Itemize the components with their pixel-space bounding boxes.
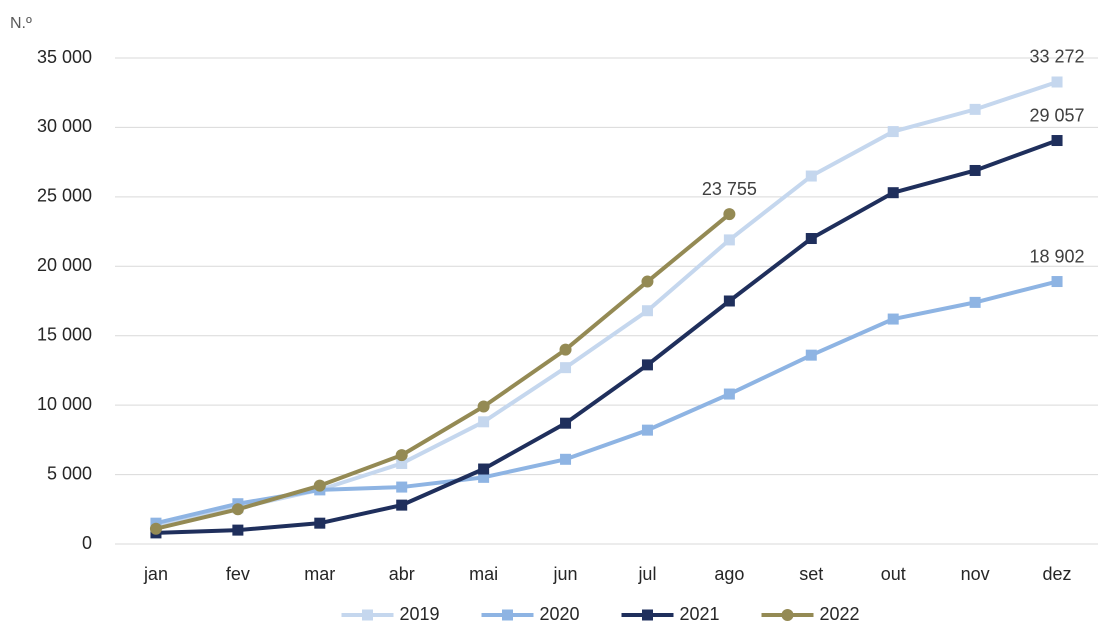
data-label: 33 272 [1030, 47, 1085, 67]
point [1051, 276, 1063, 288]
point [641, 424, 653, 436]
point [805, 349, 817, 361]
point [887, 313, 899, 325]
point [232, 524, 244, 536]
legend-label: 2019 [400, 604, 440, 624]
legend-label: 2021 [680, 604, 720, 624]
legend-marker [781, 609, 794, 621]
y-tick-label: 5 000 [47, 463, 92, 483]
x-tick-label: mai [469, 564, 498, 584]
x-tick-label: nov [961, 564, 990, 584]
point [559, 343, 572, 356]
point [969, 164, 981, 176]
x-tick-label: ago [714, 564, 744, 584]
point [969, 296, 981, 308]
point [395, 449, 408, 462]
point [313, 479, 326, 492]
point [560, 362, 572, 374]
y-tick-label: 15 000 [37, 324, 92, 344]
point [478, 463, 490, 475]
point [396, 499, 408, 511]
y-tick-label: 35 000 [37, 47, 92, 67]
point [805, 233, 817, 245]
series-line [155, 138, 1058, 535]
data-label: 23 755 [702, 179, 757, 199]
x-tick-label: mar [304, 564, 335, 584]
legend-marker [362, 609, 373, 621]
point [478, 471, 490, 483]
x-tick-label: jan [143, 564, 168, 584]
point [149, 522, 162, 535]
y-axis-label: N.º [10, 15, 32, 32]
point [478, 416, 490, 428]
point [723, 388, 735, 400]
legend-label: 2020 [540, 604, 580, 624]
point [723, 295, 735, 307]
x-tick-label: out [881, 564, 906, 584]
series-line [155, 279, 1058, 526]
y-tick-label: 10 000 [37, 394, 92, 414]
point [396, 481, 408, 493]
point [887, 187, 899, 199]
point [641, 275, 654, 288]
legend-label: 2022 [820, 604, 860, 624]
x-tick-label: jun [553, 564, 578, 584]
point [231, 503, 244, 516]
point [477, 400, 490, 413]
data-label: 18 902 [1030, 246, 1085, 266]
y-tick-label: 25 000 [37, 186, 92, 206]
y-tick-label: 0 [82, 533, 92, 553]
point [1051, 76, 1063, 88]
point [560, 417, 572, 429]
point [887, 126, 899, 138]
x-tick-label: fev [226, 564, 250, 584]
point [723, 234, 735, 246]
point [723, 208, 736, 221]
point [641, 305, 653, 317]
x-tick-label: dez [1043, 564, 1072, 584]
point [396, 457, 408, 469]
data-label: 29 057 [1030, 105, 1085, 125]
point [969, 103, 981, 115]
point [1051, 135, 1063, 147]
legend-marker [642, 609, 653, 621]
series-line [155, 212, 731, 531]
x-tick-label: set [799, 564, 823, 584]
y-tick-label: 20 000 [37, 255, 92, 275]
x-tick-label: abr [389, 564, 415, 584]
point [805, 170, 817, 182]
point [314, 517, 326, 529]
y-tick-label: 30 000 [37, 116, 92, 136]
series-line [155, 80, 1058, 527]
point [641, 359, 653, 371]
legend-marker [502, 609, 513, 621]
point [560, 453, 572, 465]
x-tick-label: jul [637, 564, 656, 584]
